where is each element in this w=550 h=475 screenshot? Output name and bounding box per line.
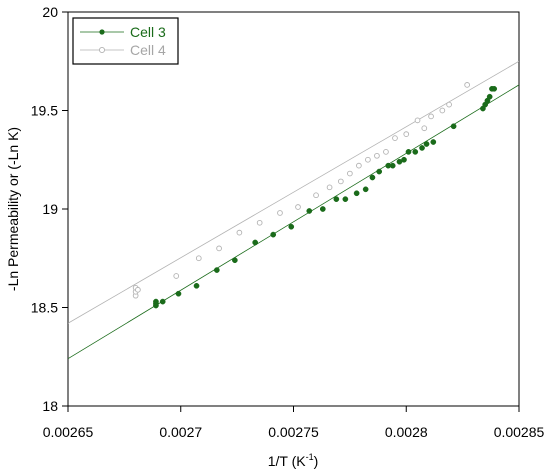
data-point-cell-4	[216, 245, 222, 252]
fit-lines	[68, 60, 519, 360]
data-point-cell-4	[464, 82, 470, 88]
data-point-cell-4	[421, 125, 428, 132]
data-point-cell-3	[376, 168, 383, 175]
data-point-cell-4	[135, 286, 141, 293]
data-point-cell-3	[319, 206, 326, 212]
data-point-cell-4	[256, 219, 263, 226]
data-point-cell-4	[236, 229, 243, 236]
x-tick-label: 0.0028	[385, 424, 428, 440]
plot-area	[67, 11, 520, 407]
data-point-cell-3	[491, 85, 498, 92]
data-point-cell-4	[383, 149, 389, 155]
x-tick-label: 0.00275	[268, 424, 319, 440]
x-axis-ticks: 0.00265 0.0027 0.00275 0.0028 0.00285	[43, 406, 545, 440]
data-point-cell-3	[270, 231, 277, 238]
data-point-cell-3	[486, 93, 493, 100]
data-point-cell-4	[326, 184, 333, 191]
legend-box	[72, 17, 179, 65]
data-point-cell-4	[356, 162, 362, 169]
data-point-cell-3	[353, 190, 360, 197]
x-tick-label: 0.00265	[43, 424, 94, 440]
data-point-cell-3	[306, 208, 313, 214]
y-tick-label: 18	[42, 398, 58, 414]
data-point-cell-3	[288, 223, 295, 230]
data-point-cell-4	[392, 135, 398, 141]
y-axis-ticks: 18 18.5 19 19.5 20	[31, 4, 68, 414]
data-point-cell-4	[195, 255, 202, 262]
legend-marker-cell-3	[99, 29, 105, 35]
data-point-cell-3	[232, 257, 238, 264]
data-point-cell-3	[430, 139, 437, 145]
data-point-cell-4	[446, 101, 452, 108]
data-point-cell-4	[414, 117, 421, 124]
data-point-cell-3	[193, 282, 200, 289]
legend-label-cell-4: Cell 4	[130, 42, 166, 58]
data-point-cell-4	[295, 204, 301, 210]
data-point-cell-3	[389, 162, 396, 169]
x-axis-label: 1/T (K-1)	[268, 452, 319, 469]
data-point-cell-4	[365, 156, 371, 163]
data-point-cell-3	[419, 145, 425, 151]
y-axis-label: -Ln Permeability or (-Ln K)	[5, 127, 21, 291]
data-point-cell-4	[173, 273, 180, 279]
data-point-cell-4	[338, 178, 344, 185]
data-point-cell-4	[347, 170, 353, 177]
legend-label-cell-3: Cell 3	[130, 24, 166, 40]
y-tick-label: 20	[42, 4, 58, 20]
data-point-cell-3	[423, 141, 430, 147]
data-point-cell-3	[401, 156, 407, 163]
legend-marker-cell-4	[98, 46, 106, 54]
fit-line-cell-4	[68, 60, 519, 324]
fit-line-cell-3	[68, 84, 519, 360]
data-point-cell-3	[153, 298, 159, 305]
data-point-cell-3	[412, 149, 419, 155]
y-tick-label: 18.5	[31, 300, 58, 316]
data-point-cell-3	[342, 196, 349, 202]
data-point-cell-4	[428, 113, 434, 120]
y-tick-label: 19.5	[31, 103, 58, 119]
data-point-cell-3	[213, 267, 220, 273]
x-tick-label: 0.00285	[494, 424, 545, 440]
data-point-cell-4	[277, 210, 283, 216]
data-point-cell-4	[439, 107, 446, 114]
data-point-cell-4	[313, 192, 319, 199]
x-axis-label-superscript: -1	[306, 452, 314, 462]
data-point-cell-4	[374, 152, 380, 159]
data-point-cell-3	[369, 174, 376, 181]
data-points	[132, 82, 498, 309]
data-point-cell-3	[405, 149, 412, 155]
x-tick-label: 0.0027	[159, 424, 202, 440]
data-point-cell-3	[175, 290, 182, 297]
legend: Cell 3 Cell 4	[72, 17, 179, 65]
x-axis-label-tail: )	[314, 453, 319, 469]
data-point-cell-3	[362, 186, 369, 193]
data-point-cell-3	[252, 239, 259, 246]
data-point-cell-3	[450, 123, 457, 130]
data-point-cell-3	[159, 298, 166, 305]
y-tick-label: 19	[42, 201, 58, 217]
data-point-cell-4	[403, 131, 410, 137]
data-point-cell-3	[333, 196, 340, 202]
